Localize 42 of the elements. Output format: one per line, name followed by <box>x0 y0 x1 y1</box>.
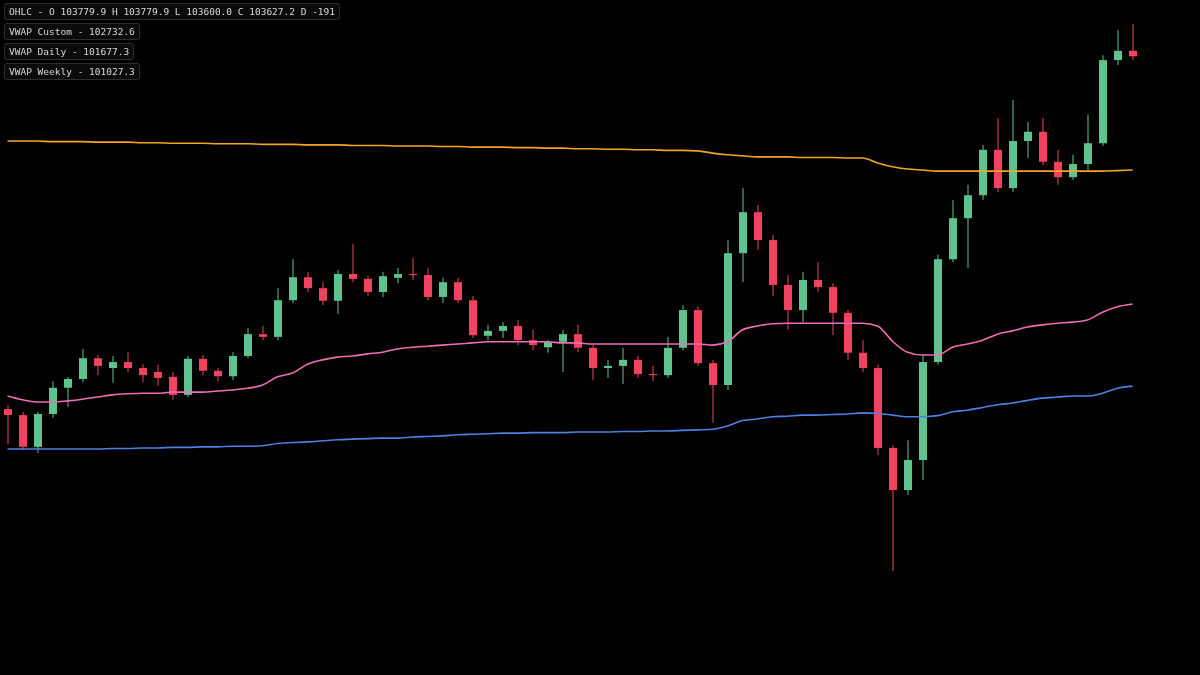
candlestick <box>424 267 432 301</box>
candlestick <box>304 271 312 293</box>
candlestick <box>349 243 357 283</box>
annotation: VWAP Custom - 102732.6 <box>4 23 140 40</box>
text: OHLC - O 103779.9 H 103779.9 L 103600.0 C 103627.2 D -191 <box>4 3 341 20</box>
candlestick <box>94 354 102 376</box>
candlestick <box>244 327 252 359</box>
candlestick <box>589 344 597 381</box>
candlestick <box>214 367 222 382</box>
candlestick <box>289 258 297 304</box>
candlestick <box>619 347 627 385</box>
candlestick <box>709 359 717 424</box>
candlestick <box>364 275 372 297</box>
annotation: VWAP Weekly - 101027.3 <box>4 63 140 80</box>
annotation: VWAP Daily - 101677.3 <box>4 43 135 60</box>
candlestick <box>1024 121 1032 159</box>
candlestick <box>4 404 12 445</box>
candlestick <box>199 354 207 376</box>
candlestick <box>379 271 387 298</box>
candlestick <box>1084 114 1092 171</box>
candlestick <box>814 261 822 293</box>
candlestick <box>559 329 567 373</box>
candlestick <box>124 351 132 373</box>
candlestick <box>1129 24 1137 61</box>
candlestick <box>319 281 327 306</box>
candlestick <box>79 348 87 383</box>
candlestick <box>484 324 492 341</box>
candlestick <box>229 351 237 381</box>
candlestick <box>154 364 162 387</box>
candlestick <box>64 376 72 408</box>
candlestick <box>259 325 267 341</box>
candlestick <box>1114 29 1122 66</box>
candlestick <box>439 277 447 304</box>
candlestick <box>139 363 147 383</box>
candlestick <box>109 355 117 384</box>
candlestick <box>634 355 642 379</box>
candlestick <box>514 319 522 346</box>
candlestick <box>859 339 867 373</box>
candlestick <box>964 184 972 269</box>
candlestick <box>454 277 462 304</box>
candlestick <box>394 267 402 284</box>
candlestick <box>499 321 507 339</box>
